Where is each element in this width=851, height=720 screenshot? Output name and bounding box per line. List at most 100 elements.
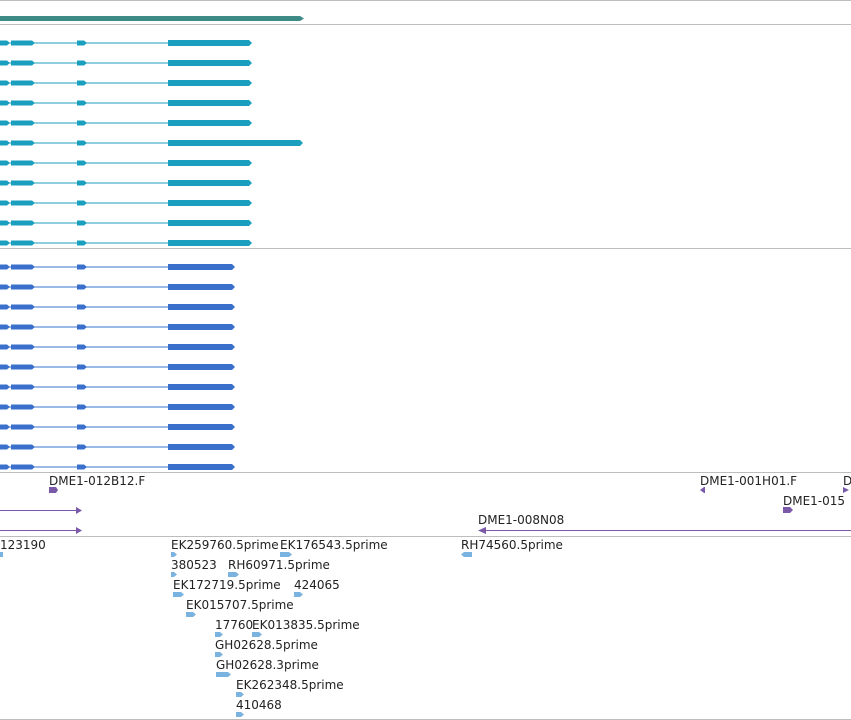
transcript-model[interactable] [0, 364, 235, 370]
transcript-exon[interactable] [77, 80, 87, 86]
transcript-exon[interactable] [0, 324, 10, 330]
transcript-exon[interactable] [168, 160, 252, 166]
transcript-exon[interactable] [11, 464, 35, 470]
transcript-exon[interactable] [77, 200, 87, 206]
est-feature[interactable] [215, 652, 223, 657]
transcript-exon[interactable] [77, 384, 87, 390]
clone-feature[interactable] [49, 487, 58, 493]
transcript-exon[interactable] [77, 40, 87, 46]
clone-feature[interactable] [700, 487, 705, 493]
transcript-exon[interactable] [11, 240, 35, 246]
clone-feature[interactable] [843, 487, 849, 493]
est-feature[interactable] [216, 672, 231, 677]
transcript-exon[interactable] [168, 464, 235, 470]
transcript-exon[interactable] [0, 384, 10, 390]
est-feature[interactable] [236, 712, 244, 717]
est-feature[interactable] [171, 552, 177, 557]
transcript-exon[interactable] [0, 140, 10, 146]
transcript-exon[interactable] [11, 324, 35, 330]
transcript-exon[interactable] [77, 180, 87, 186]
transcript-model[interactable] [0, 140, 303, 146]
transcript-exon[interactable] [11, 344, 35, 350]
transcript-exon[interactable] [168, 444, 235, 450]
transcript-exon[interactable] [77, 404, 87, 410]
transcript-model[interactable] [0, 160, 252, 166]
est-feature[interactable] [294, 592, 303, 597]
est-feature[interactable] [236, 692, 244, 697]
transcript-exon[interactable] [77, 424, 87, 430]
transcript-exon[interactable] [11, 444, 35, 450]
transcript-exon[interactable] [11, 284, 35, 290]
gene-summary-bar[interactable] [0, 16, 300, 21]
transcript-model[interactable] [0, 404, 235, 410]
est-feature[interactable] [0, 552, 3, 557]
transcript-exon[interactable] [77, 120, 87, 126]
est-feature[interactable] [173, 592, 184, 597]
transcript-model[interactable] [0, 444, 235, 450]
transcript-exon[interactable] [0, 304, 10, 310]
transcript-exon[interactable] [0, 364, 10, 370]
transcript-exon[interactable] [77, 60, 87, 66]
transcript-exon[interactable] [77, 100, 87, 106]
transcript-model[interactable] [0, 264, 235, 270]
transcript-exon[interactable] [168, 384, 235, 390]
transcript-exon[interactable] [0, 100, 10, 106]
transcript-exon[interactable] [168, 404, 235, 410]
transcript-model[interactable] [0, 40, 252, 46]
transcript-exon[interactable] [0, 40, 10, 46]
est-feature[interactable] [171, 572, 177, 577]
transcript-model[interactable] [0, 344, 235, 350]
transcript-exon[interactable] [168, 284, 235, 290]
transcript-exon[interactable] [168, 240, 252, 246]
transcript-exon[interactable] [11, 404, 35, 410]
transcript-exon[interactable] [0, 464, 10, 470]
transcript-exon[interactable] [77, 264, 87, 270]
transcript-exon[interactable] [77, 284, 87, 290]
transcript-exon[interactable] [77, 304, 87, 310]
transcript-model[interactable] [0, 100, 252, 106]
clone-feature[interactable] [783, 507, 793, 513]
transcript-exon[interactable] [0, 180, 10, 186]
transcript-exon[interactable] [168, 40, 252, 46]
est-feature[interactable] [252, 632, 262, 637]
transcript-exon[interactable] [11, 140, 35, 146]
transcript-exon[interactable] [11, 100, 35, 106]
transcript-exon[interactable] [11, 424, 35, 430]
clone-feature[interactable] [478, 527, 486, 534]
transcript-exon[interactable] [11, 180, 35, 186]
transcript-model[interactable] [0, 220, 252, 226]
transcript-exon[interactable] [168, 100, 252, 106]
transcript-model[interactable] [0, 240, 252, 246]
clone-feature[interactable] [76, 527, 82, 534]
transcript-exon[interactable] [11, 80, 35, 86]
transcript-exon[interactable] [77, 240, 87, 246]
transcript-exon[interactable] [0, 120, 10, 126]
transcript-exon[interactable] [168, 180, 252, 186]
transcript-exon[interactable] [0, 160, 10, 166]
est-feature[interactable] [186, 612, 196, 617]
transcript-exon[interactable] [11, 304, 35, 310]
transcript-exon[interactable] [11, 120, 35, 126]
transcript-exon[interactable] [11, 40, 35, 46]
transcript-exon[interactable] [0, 80, 10, 86]
transcript-exon[interactable] [0, 284, 10, 290]
transcript-model[interactable] [0, 80, 252, 86]
clone-feature[interactable] [76, 507, 82, 514]
transcript-exon[interactable] [168, 424, 235, 430]
transcript-model[interactable] [0, 180, 252, 186]
est-feature[interactable] [461, 552, 472, 557]
transcript-exon[interactable] [11, 220, 35, 226]
transcript-exon[interactable] [11, 60, 35, 66]
transcript-exon[interactable] [77, 324, 87, 330]
transcript-model[interactable] [0, 200, 252, 206]
transcript-model[interactable] [0, 384, 235, 390]
transcript-exon[interactable] [77, 220, 87, 226]
transcript-exon[interactable] [77, 160, 87, 166]
transcript-exon[interactable] [0, 444, 10, 450]
transcript-exon[interactable] [77, 364, 87, 370]
transcript-model[interactable] [0, 464, 235, 470]
transcript-exon[interactable] [77, 444, 87, 450]
transcript-model[interactable] [0, 324, 235, 330]
transcript-exon[interactable] [168, 264, 235, 270]
